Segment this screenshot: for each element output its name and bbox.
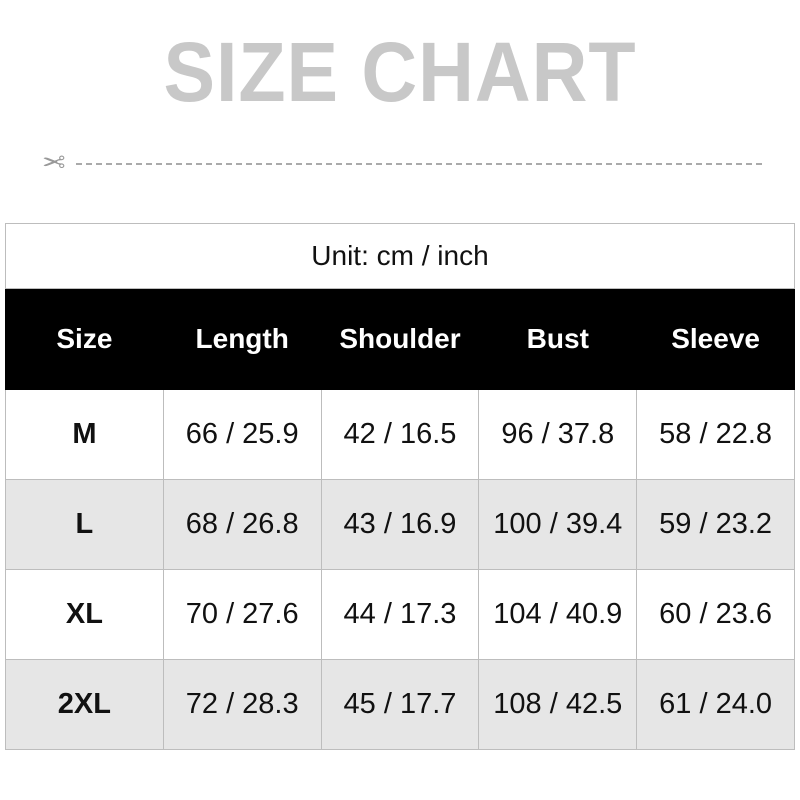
- column-header: Length: [162, 288, 322, 390]
- measurement-cell: 104 / 40.9: [478, 569, 638, 660]
- column-header: Size: [5, 288, 164, 390]
- measurement-cell: 66 / 25.9: [162, 389, 322, 480]
- measurement-cell: 100 / 39.4: [478, 479, 638, 570]
- size-cell: 2XL: [5, 659, 164, 750]
- table-row: 2XL 72 / 28.3 45 / 17.7 108 / 42.5 61 / 24.0: [5, 659, 795, 750]
- measurement-cell: 61 / 24.0: [636, 659, 795, 750]
- measurement-cell: 59 / 23.2: [636, 479, 795, 570]
- measurement-cell: 108 / 42.5: [478, 659, 638, 750]
- measurement-cell: 96 / 37.8: [478, 389, 638, 480]
- column-header: Shoulder: [320, 288, 480, 390]
- size-cell: XL: [5, 569, 164, 660]
- measurement-cell: 58 / 22.8: [636, 389, 795, 480]
- table-row: M 66 / 25.9 42 / 16.5 96 / 37.8 58 / 22.8: [5, 389, 795, 480]
- column-header: Sleeve: [636, 288, 795, 390]
- measurement-cell: 45 / 17.7: [320, 659, 480, 750]
- page-title: SIZE CHART: [163, 25, 637, 119]
- measurement-cell: 42 / 16.5: [320, 389, 480, 480]
- measurement-cell: 44 / 17.3: [320, 569, 480, 660]
- table-row: L 68 / 26.8 43 / 16.9 100 / 39.4 59 / 23.2: [5, 479, 795, 570]
- size-table: Unit: cm / inch Size Length Shoulder Bus…: [5, 223, 795, 750]
- measurement-cell: 70 / 27.6: [162, 569, 322, 660]
- size-cell: L: [5, 479, 164, 570]
- unit-label: Unit: cm / inch: [5, 223, 795, 289]
- dashed-divider: [76, 163, 762, 165]
- measurement-cell: 68 / 26.8: [162, 479, 322, 570]
- header-row: Size Length Shoulder Bust Sleeve: [5, 288, 795, 390]
- measurement-cell: 60 / 23.6: [636, 569, 795, 660]
- size-cell: M: [5, 389, 164, 480]
- column-header: Bust: [478, 288, 638, 390]
- scissors-icon: ✂: [42, 147, 66, 178]
- cut-line: ✂: [42, 147, 762, 178]
- table-row: XL 70 / 27.6 44 / 17.3 104 / 40.9 60 / 23.6: [5, 569, 795, 660]
- measurement-cell: 72 / 28.3: [162, 659, 322, 750]
- measurement-cell: 43 / 16.9: [320, 479, 480, 570]
